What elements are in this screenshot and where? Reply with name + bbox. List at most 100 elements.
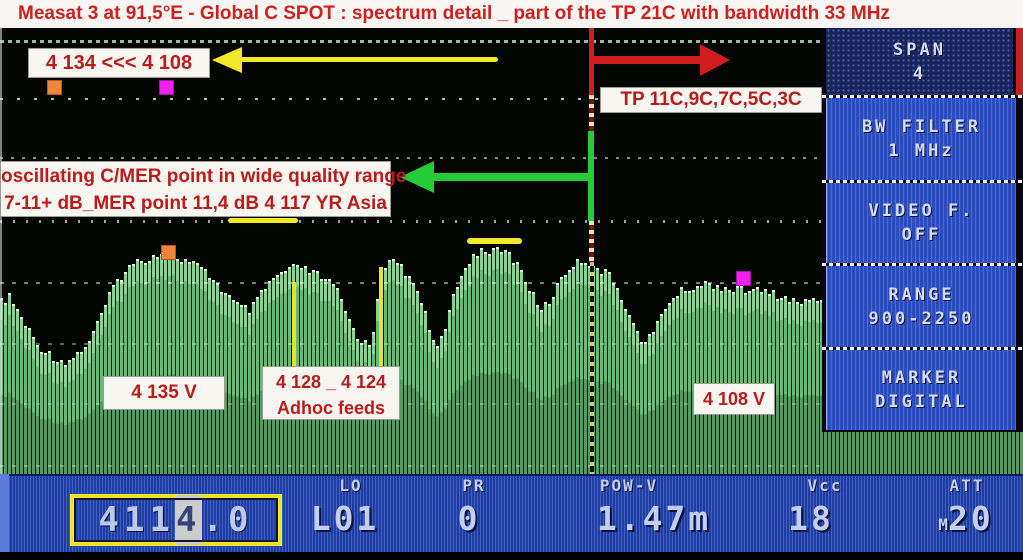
- spectrum-bar: [604, 268, 607, 474]
- orange-square-marker: [47, 80, 62, 95]
- spectrum-bar: [808, 300, 811, 474]
- spectrum-bar: [600, 274, 603, 474]
- spectrum-bar: [652, 332, 655, 474]
- spectrum-bar: [576, 258, 579, 474]
- spectrum-bar: [256, 297, 259, 474]
- magenta-square-marker: [736, 271, 751, 286]
- spectrum-bar: [100, 312, 103, 474]
- field-label-pr: PR: [462, 476, 486, 495]
- spectrum-bar: [492, 247, 495, 474]
- spectrum-bar: [252, 301, 255, 474]
- spectrum-bar: [784, 296, 787, 474]
- spectrum-bar: [792, 297, 795, 474]
- spectrum-bar: [696, 285, 699, 474]
- spectrum-bar: [84, 346, 87, 474]
- spectrum-bar: [24, 325, 27, 474]
- spectrum-bar: [64, 365, 67, 474]
- spectrum-bar: [404, 275, 407, 474]
- annotation-adhoc-feeds: 4 128 _ 4 124 Adhoc feeds: [262, 366, 400, 420]
- green-left-arrow-shaft: [434, 173, 592, 181]
- spectrum-bar: [76, 352, 79, 474]
- annotation-line2: 7-11+ dB_MER point 11,4 dB 4 117 YR Asia: [4, 193, 387, 214]
- spectrum-bar: [160, 253, 163, 474]
- spectrum-bar: [812, 297, 815, 474]
- field-value-att: M20: [938, 499, 993, 545]
- spectrum-bar: [616, 288, 619, 474]
- button-bw-filter[interactable]: BW FILTER 1 MHz: [826, 98, 1016, 180]
- spectrum-bar: [756, 286, 759, 474]
- spectrum-bar: [544, 302, 547, 474]
- spectrum-bar: [416, 290, 419, 474]
- spectrum-bar: [496, 246, 499, 474]
- spectrum-bar: [740, 285, 743, 474]
- spectrum-bar: [452, 293, 455, 474]
- frequency-input[interactable]: 4114.0: [70, 494, 282, 546]
- frequency-digit-cursor: 4: [175, 495, 203, 545]
- frequency-digit: .: [202, 500, 228, 540]
- spectrum-bar: [424, 310, 427, 474]
- spectrum-bar: [412, 283, 415, 474]
- annotation-line1: 4 128 _ 4 124: [275, 372, 387, 392]
- annotation-line2: Adhoc feeds: [276, 398, 386, 418]
- spectrum-bar: [464, 267, 467, 474]
- spectrum-bar: [632, 322, 635, 474]
- spectrum-bar: [732, 291, 735, 474]
- att-number: 20: [947, 499, 994, 538]
- gridline-row: [0, 282, 822, 284]
- spectrum-bar: [136, 259, 139, 474]
- spectrum-bar: [636, 331, 639, 474]
- spectrum-bar: [32, 336, 35, 474]
- spectrum-bar: [572, 267, 575, 474]
- gridline-row: [0, 157, 822, 159]
- button-marker-digital[interactable]: MARKER DIGITAL: [826, 350, 1016, 430]
- field-label-vcc: Vcc: [807, 476, 843, 495]
- spectrum-bar: [92, 331, 95, 474]
- spectrum-bar: [180, 261, 183, 474]
- spectrum-bar: [692, 289, 695, 474]
- spectrum-bar: [712, 289, 715, 474]
- spectrum-bar: [472, 254, 475, 474]
- spectrum-bar: [668, 303, 671, 474]
- spectrum-bar: [164, 257, 167, 474]
- spectrum-bar: [4, 303, 7, 474]
- orange-square-marker: [161, 245, 176, 260]
- spectrum-bar: [484, 251, 487, 474]
- gridline-row: [0, 343, 822, 345]
- yellow-left-arrow-shaft: [240, 57, 498, 62]
- gridline-row: [0, 220, 822, 223]
- spectrum-bar: [684, 291, 687, 474]
- spectrum-bar: [60, 359, 63, 474]
- field-label-lo: LO: [339, 476, 363, 495]
- spectrum-bar: [244, 305, 247, 474]
- status-bar: [0, 474, 1023, 552]
- spectrum-bar: [176, 259, 179, 474]
- spectrum-bar: [96, 320, 99, 474]
- spectrum-bar: [560, 277, 563, 474]
- spectrum-bar: [48, 350, 51, 474]
- spectrum-bar: [488, 254, 491, 474]
- gridline-row: [0, 40, 822, 43]
- spectrum-bar: [736, 285, 739, 474]
- spectrum-bar: [596, 267, 599, 474]
- green-left-arrow-head-icon: [400, 161, 434, 193]
- spectrum-bar: [260, 290, 263, 474]
- button-range[interactable]: RANGE 900-2250: [826, 266, 1016, 347]
- spectrum-bar: [200, 267, 203, 474]
- button-video-filter[interactable]: VIDEO F. OFF: [826, 183, 1016, 263]
- spectrum-bar: [536, 304, 539, 474]
- spectrum-bar: [624, 309, 627, 474]
- spectrum-bar: [140, 261, 143, 474]
- spectrum-bar: [508, 252, 511, 474]
- red-right-arrow-head-icon: [700, 44, 730, 76]
- spectrum-bar: [196, 263, 199, 474]
- spectrum-bar: [68, 359, 71, 474]
- button-span[interactable]: SPAN 4: [826, 28, 1013, 95]
- button-separator: [822, 95, 1023, 98]
- gridline-row: [0, 98, 822, 100]
- spectrum-bar: [524, 281, 527, 474]
- bottom-black-strip: [0, 552, 1023, 560]
- spectrum-bar: [172, 253, 175, 474]
- spectrum-bar: [128, 264, 131, 474]
- spectrum-bar: [760, 291, 763, 474]
- spectrum-bar: [516, 261, 519, 474]
